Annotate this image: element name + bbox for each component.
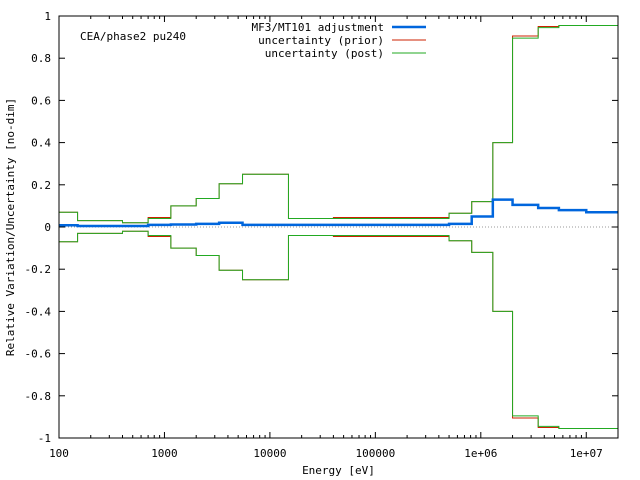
- y-tick-label: 1: [44, 10, 51, 23]
- series-line-uncertainty-prior-negative: [59, 230, 618, 429]
- y-tick-label: 0.6: [31, 94, 51, 107]
- x-tick-label: 10000: [253, 447, 286, 460]
- y-tick-label: -0.8: [25, 390, 52, 403]
- y-tick-label: 0.4: [31, 137, 51, 150]
- y-tick-label: 0: [44, 221, 51, 234]
- y-tick-label: 0.2: [31, 179, 51, 192]
- legend-label: uncertainty (prior): [258, 34, 384, 47]
- x-tick-label: 100000: [355, 447, 395, 460]
- legend-label: MF3/MT101 adjustment: [252, 21, 384, 34]
- series-line-mf3-mt101-adjustment: [59, 198, 618, 228]
- x-axis-label: Energy [eV]: [302, 464, 375, 477]
- legend-label: uncertainty (post): [265, 47, 384, 60]
- chart-annotation: CEA/phase2 pu240: [80, 30, 186, 43]
- series-line-uncertainty-post-negative: [59, 230, 618, 429]
- y-tick-label: -0.4: [25, 305, 52, 318]
- series-line-uncertainty-post: [59, 25, 618, 224]
- x-tick-label: 1e+07: [570, 447, 603, 460]
- x-tick-label: 1000: [151, 447, 178, 460]
- y-tick-label: -0.2: [25, 263, 52, 276]
- y-tick-label: 0.8: [31, 52, 51, 65]
- x-tick-label: 100: [49, 447, 69, 460]
- y-axis-label: Relative Variation/Uncertainty [no-dim]: [4, 98, 17, 356]
- y-tick-label: -0.6: [25, 348, 52, 361]
- x-tick-label: 1e+06: [464, 447, 497, 460]
- y-tick-label: -1: [38, 432, 51, 445]
